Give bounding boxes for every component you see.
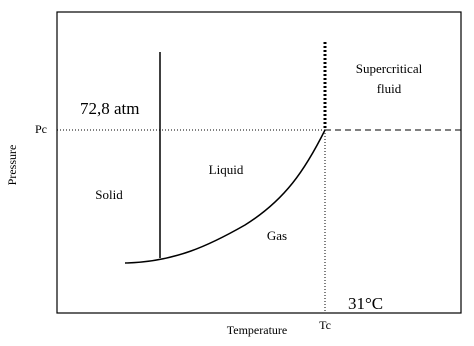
critical-pressure-label: 72,8 atm xyxy=(80,99,140,118)
critical-temperature-label: 31°C xyxy=(348,294,383,313)
pc-label: Pc xyxy=(35,122,47,136)
liquid-gas-boundary xyxy=(124,129,326,264)
tc-label: Tc xyxy=(319,318,331,332)
liquid-label: Liquid xyxy=(209,162,244,177)
supercritical-label: Supercritical xyxy=(356,61,423,76)
plot-frame xyxy=(56,11,462,314)
x-axis-label: Temperature xyxy=(227,323,287,337)
gas-label: Gas xyxy=(267,228,287,243)
y-axis-label: Pressure xyxy=(5,145,19,186)
solid-label: Solid xyxy=(95,187,123,202)
fluid-label: fluid xyxy=(377,81,402,96)
